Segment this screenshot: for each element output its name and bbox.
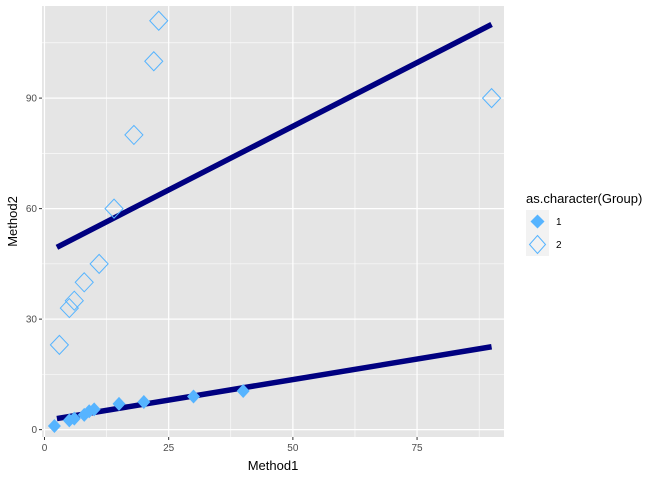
point-group-1: [236, 383, 250, 398]
point-group-2: [74, 272, 94, 293]
y-axis: 0 30 60 90: [26, 94, 42, 436]
point-group-2: [59, 297, 80, 319]
legend-label-2: 2: [556, 240, 562, 251]
point-group-2: [64, 290, 84, 311]
point-group-1: [47, 418, 61, 433]
fit-lines: [55, 21, 493, 422]
y-tick-label: 0: [31, 425, 37, 436]
y-tick-label: 30: [26, 315, 38, 326]
plot-panel: [42, 6, 504, 437]
y-axis-title: Method2: [5, 196, 20, 247]
x-tick-label: 0: [42, 443, 48, 454]
x-tick-label: 25: [163, 443, 175, 454]
point-group-1: [112, 396, 126, 411]
point-group-2: [89, 253, 109, 275]
point-group-2: [124, 124, 144, 146]
major-gridlines: [42, 6, 504, 437]
x-tick-label: 50: [287, 443, 299, 454]
fit-line-group-2: [55, 21, 493, 250]
y-tick-label: 60: [26, 204, 38, 215]
x-tick-label: 75: [412, 443, 424, 454]
legend-key-1-marker: [530, 214, 545, 229]
point-group-2: [104, 198, 124, 219]
point-group-1: [87, 402, 101, 417]
point-group-1: [137, 395, 151, 410]
point-group-2: [144, 51, 164, 72]
point-group-2: [49, 334, 70, 356]
legend: as.character(Group) 1 2: [526, 191, 642, 256]
fit-line-group-1: [56, 344, 493, 422]
legend-title: as.character(Group): [526, 191, 642, 206]
y-tick-label: 90: [26, 94, 38, 105]
legend-label-1: 1: [556, 217, 562, 228]
point-group-1: [187, 389, 201, 404]
minor-gridlines: [42, 6, 504, 437]
point-group-2: [481, 87, 502, 109]
data-points: [47, 10, 502, 433]
x-axis-title: Method1: [248, 458, 299, 473]
x-axis: 0 25 50 75: [42, 437, 423, 454]
point-group-1: [67, 411, 81, 426]
point-group-2: [149, 10, 169, 31]
legend-key-2-marker: [528, 234, 547, 255]
legend-key-2-background: [526, 233, 549, 256]
